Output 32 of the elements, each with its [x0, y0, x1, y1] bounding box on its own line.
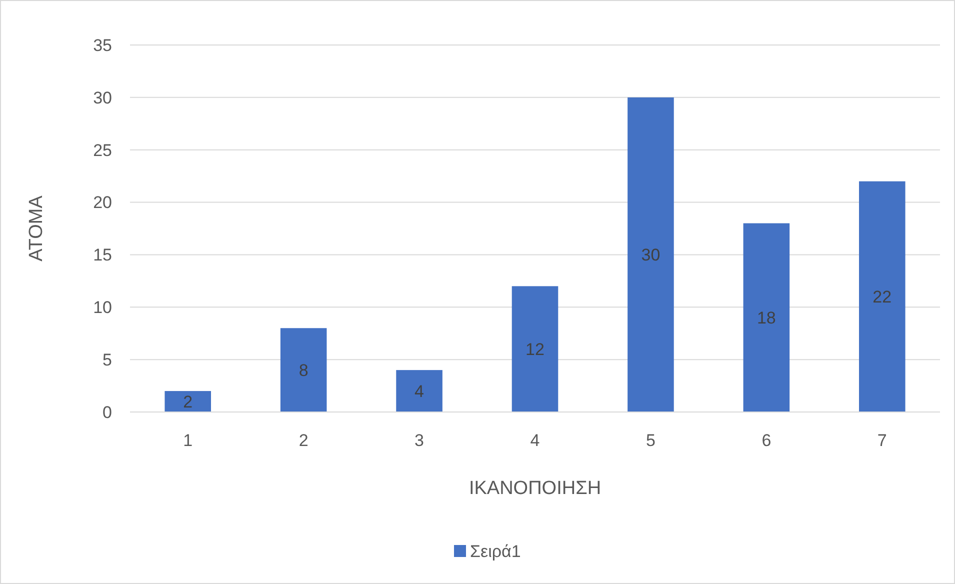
x-tick-label: 6	[762, 431, 772, 450]
data-label: 8	[298, 361, 308, 380]
y-tick-label: 30	[93, 88, 112, 108]
bar	[396, 370, 442, 412]
data-label: 2	[183, 392, 193, 412]
bar	[628, 97, 674, 412]
data-label: 18	[756, 308, 776, 328]
bar	[512, 286, 558, 412]
x-tick-label: 2	[298, 431, 308, 450]
data-label: 30	[641, 246, 660, 265]
bar	[859, 181, 906, 412]
x-tick-label: 4	[530, 431, 540, 450]
y-tick-label: 25	[93, 140, 112, 160]
x-tick-label: 5	[646, 431, 656, 450]
x-axis-title: ΙΚΑΝΟΠΟΙΗΣΗ	[468, 478, 602, 499]
y-axis-title: ΑΤΟΜΑ	[26, 195, 47, 262]
bar	[743, 223, 790, 412]
x-tick-label: 7	[877, 431, 887, 450]
y-tick-label: 0	[102, 402, 112, 422]
y-tick-label: 5	[102, 350, 112, 370]
x-tick-label: 1	[183, 431, 193, 450]
legend-label: Σειρά1	[470, 542, 521, 561]
y-tick-label: 35	[93, 36, 112, 55]
data-label: 12	[526, 340, 544, 360]
bar	[164, 391, 211, 412]
y-tick-label: 15	[93, 246, 112, 265]
data-label: 4	[414, 382, 424, 401]
x-tick-label: 3	[414, 431, 424, 450]
y-tick-label: 10	[93, 298, 112, 318]
data-label: 22	[872, 288, 892, 307]
y-tick-label: 20	[93, 193, 112, 212]
bar	[280, 328, 327, 412]
